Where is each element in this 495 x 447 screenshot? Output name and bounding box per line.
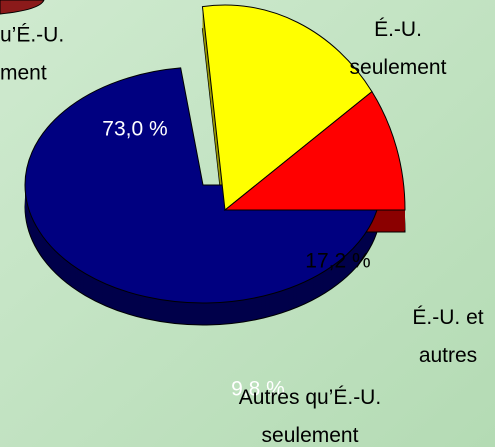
category-label: É.-U. seulement [350, 18, 447, 79]
category-label: Autres qu’É.-U. seulement [239, 386, 381, 447]
slice [223, 90, 406, 211]
slice [24, 67, 382, 304]
annotation: u’É.-U. [0, 24, 64, 47]
category-label: É.-U. et autres [412, 306, 483, 367]
data-label: 17,2 % [305, 250, 370, 273]
slice [201, 4, 373, 211]
cropped-slice [0, 0, 45, 15]
annotation: ment [0, 62, 47, 85]
data-label: 9,8 % [231, 378, 285, 401]
data-label: 73,0 % [102, 118, 167, 141]
